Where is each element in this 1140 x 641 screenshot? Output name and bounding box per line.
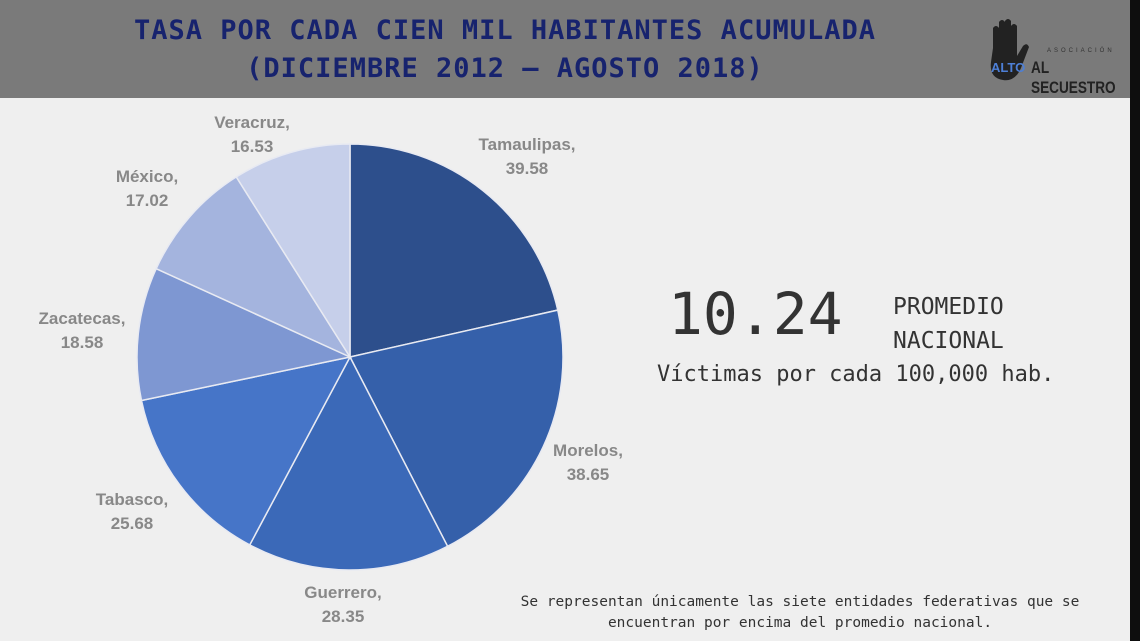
pie-slice-tamaulipas [349, 143, 559, 358]
units-text: Víctimas por cada 100,000 hab. [657, 362, 1055, 387]
category-label: Veracruz, [214, 113, 290, 132]
logo-name: AL SECUESTRO [1031, 58, 1116, 97]
national-average-value: 10.24 [668, 280, 843, 348]
category-label: Tabasco, [95, 490, 169, 509]
raised-hand-icon [990, 19, 1029, 81]
page-title: TASA POR CADA CIEN MIL HABITANTES ACUMUL… [40, 12, 970, 88]
data-label-guerrero: Guerrero, 28.35 [304, 581, 381, 629]
data-label-morelos: Morelos, 38.65 [553, 439, 623, 487]
title-line-2: (DICIEMBRE 2012 – AGOSTO 2018) [246, 53, 764, 84]
category-label: Zacatecas, [38, 309, 126, 328]
footnote: Se representan únicamente las siete enti… [520, 594, 1080, 631]
national-average-label: PROMEDIO NACIONAL [893, 290, 1004, 358]
value-label: 28.35 [321, 607, 365, 626]
label-line-1: PROMEDIO [893, 294, 1004, 320]
data-label-méxico: México, 17.02 [116, 165, 178, 213]
logo-alto: ALTO [991, 60, 1026, 75]
pie-slice-méxico [155, 175, 352, 359]
value-label: 38.65 [566, 465, 610, 484]
pie-slice-morelos [348, 309, 564, 548]
pie-chart [136, 143, 564, 571]
label-line-2: NACIONAL [893, 328, 1004, 354]
logo-small: ASOCIACIÓN [1047, 48, 1115, 54]
category-label: Guerrero, [304, 583, 382, 602]
value-label: 17.02 [125, 191, 169, 210]
pie-slice-zacatecas [136, 267, 353, 402]
category-label: Tamaulipas, [478, 135, 576, 154]
data-label-veracruz: Veracruz, 16.53 [214, 111, 290, 159]
pie-slice-veracruz [235, 143, 351, 360]
value-label: 39.58 [505, 159, 549, 178]
pie-slice-guerrero [248, 355, 449, 571]
header-bar: TASA POR CADA CIEN MIL HABITANTES ACUMUL… [0, 0, 1140, 98]
category-label: México, [115, 167, 179, 186]
pie-slice-tabasco [140, 355, 352, 546]
right-border [1130, 0, 1140, 641]
category-label: Morelos, [553, 441, 623, 460]
data-label-tabasco: Tabasco, 25.68 [96, 488, 168, 536]
logo: ALTO ASOCIACIÓN AL SECUESTRO [985, 18, 1125, 97]
value-label: 18.58 [60, 333, 104, 352]
value-label: 16.53 [230, 137, 274, 156]
data-label-tamaulipas: Tamaulipas, 39.58 [479, 133, 576, 181]
value-label: 25.68 [110, 514, 154, 533]
title-line-1: TASA POR CADA CIEN MIL HABITANTES ACUMUL… [134, 15, 876, 46]
data-label-zacatecas: Zacatecas, 18.58 [39, 307, 126, 355]
